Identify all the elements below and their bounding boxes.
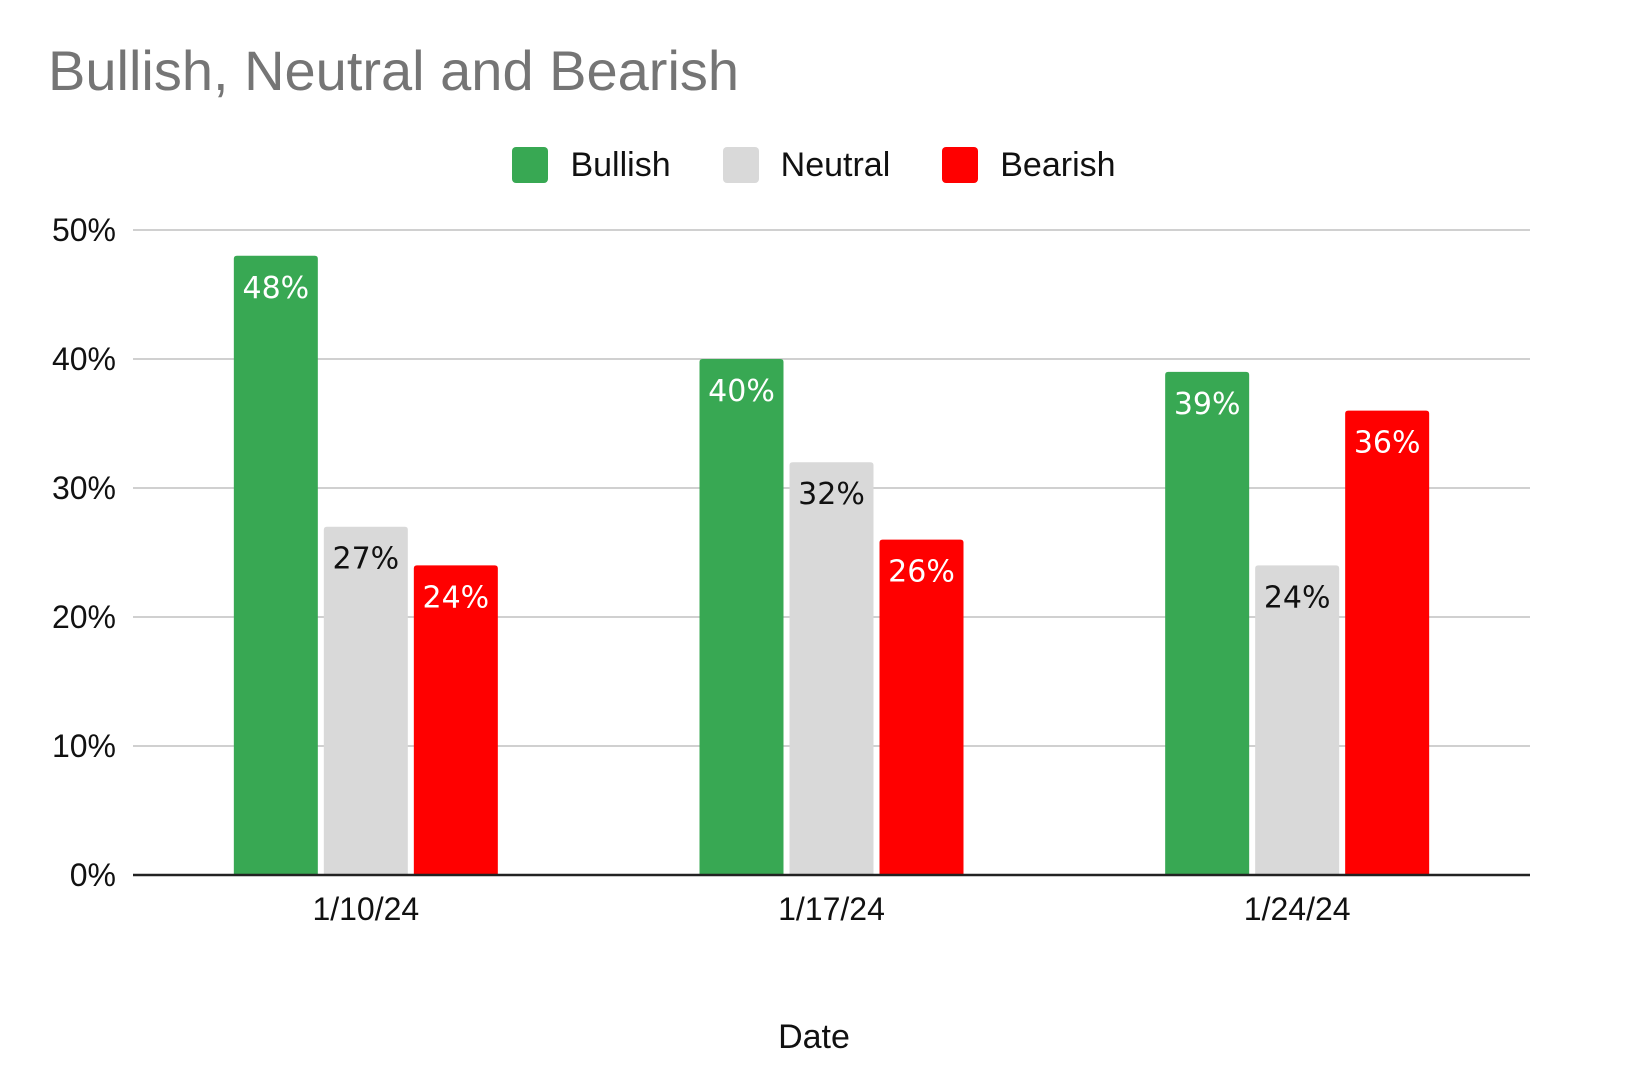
y-tick-label: 0%	[70, 857, 116, 893]
legend-item-neutral[interactable]: Neutral	[722, 140, 891, 190]
bar-value-label: 40%	[708, 374, 775, 409]
y-tick-label: 30%	[52, 470, 116, 506]
bar-value-label: 27%	[332, 542, 399, 577]
bar-value-label: 36%	[1354, 426, 1421, 461]
legend-label-neutral: Neutral	[780, 145, 891, 184]
chart-title: Bullish, Neutral and Bearish	[48, 39, 740, 102]
bar-bullish	[1165, 371, 1250, 875]
bar-bullish	[699, 359, 784, 875]
legend-label-bearish: Bearish	[1000, 145, 1116, 184]
bar-neutral	[323, 526, 408, 875]
x-tick-label: 1/10/24	[312, 891, 419, 927]
bar-neutral	[789, 462, 874, 875]
legend-item-bullish[interactable]: Bullish	[512, 140, 671, 190]
x-tick-label: 1/17/24	[778, 891, 885, 927]
legend-swatch-neutral	[722, 147, 759, 183]
y-tick-label: 20%	[52, 599, 116, 635]
bar-bearish	[413, 565, 498, 875]
legend-label-bullish: Bullish	[570, 145, 671, 184]
legend-swatch-bearish	[942, 147, 979, 183]
y-tick-label: 50%	[52, 212, 116, 248]
y-tick-label: 40%	[52, 341, 116, 377]
bar-value-label: 39%	[1174, 387, 1241, 422]
legend: Bullish Neutral Bearish	[0, 140, 1628, 190]
bar-value-label: 48%	[242, 271, 309, 306]
bar-bearish	[879, 539, 964, 875]
x-tick-label: 1/24/24	[1244, 891, 1351, 927]
y-tick-label: 10%	[52, 728, 116, 764]
legend-swatch-bullish	[512, 147, 549, 183]
bar-value-label: 26%	[888, 555, 955, 590]
bar-value-label: 24%	[1264, 580, 1331, 615]
bar-value-label: 24%	[422, 580, 489, 615]
legend-item-bearish[interactable]: Bearish	[942, 140, 1116, 190]
bar-neutral	[1255, 565, 1340, 875]
bar-value-label: 32%	[798, 477, 865, 512]
bar-bullish	[233, 255, 318, 876]
bar-bearish	[1345, 410, 1430, 875]
x-axis-label: Date	[778, 1018, 850, 1056]
